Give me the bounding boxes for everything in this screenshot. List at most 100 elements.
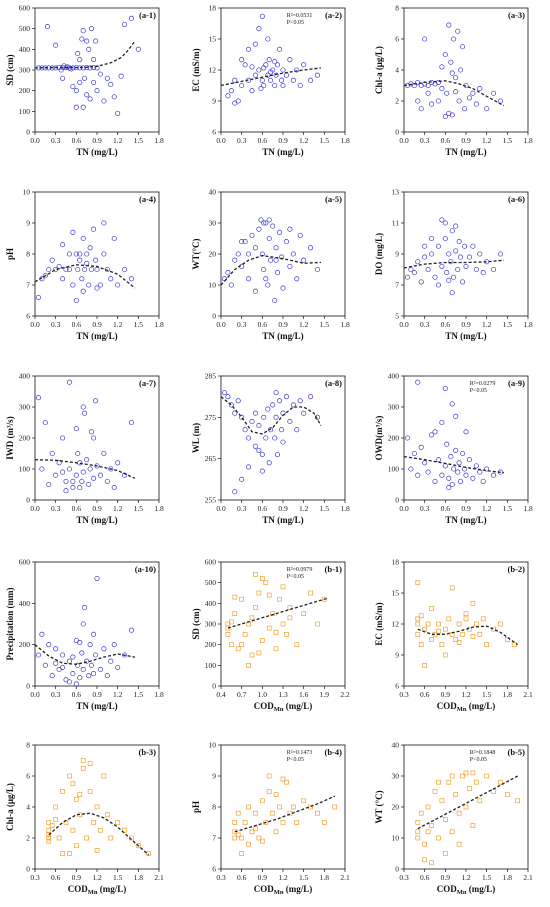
data-point (457, 67, 464, 73)
data-point (273, 72, 279, 78)
data-point (242, 62, 248, 68)
data-point (232, 489, 238, 495)
x-tick-label: 1.5 (482, 873, 492, 882)
data-point (70, 229, 76, 235)
data-point (252, 245, 258, 251)
data-point (477, 86, 483, 92)
data-point (491, 472, 497, 478)
data-point (491, 266, 497, 273)
x-tick-label: 0.9 (441, 690, 451, 699)
trend-line (34, 264, 136, 289)
data-point (60, 276, 66, 282)
y-axis-label: Chl-a (μg/L) (5, 783, 15, 831)
data-point (80, 621, 86, 627)
data-point (415, 580, 421, 586)
data-point (249, 829, 255, 835)
data-point (49, 673, 55, 679)
data-point (290, 804, 296, 810)
chart-panel: 0.0 0.3 0.6 0.9 1.2 1.5 1.8 0 100 200 300 400 500 600… (5, 4, 164, 158)
x-tick-label: 0.4 (216, 690, 226, 699)
x-tick-label: 1.8 (340, 320, 350, 329)
x-tick-label: 2.1 (340, 873, 350, 882)
data-point (77, 792, 83, 797)
data-point (315, 810, 320, 816)
data-point (429, 637, 434, 642)
data-point (35, 652, 41, 658)
chart-panel: 0.0 0.3 0.6 0.9 1.2 1.5 1.8 6 7 8 9 10 (a-4) TN (mg/L… (5, 188, 164, 342)
y-tick-label: 30 (392, 772, 400, 781)
y-tick-label: 15 (209, 35, 217, 44)
data-point (122, 827, 127, 833)
data-point (98, 827, 103, 833)
data-point (266, 217, 272, 223)
data-point (259, 838, 265, 844)
x-tick-label: 0.6 (441, 136, 451, 145)
data-point (270, 223, 276, 229)
data-point (456, 810, 462, 816)
x-tick-label: 0.9 (461, 136, 471, 145)
data-point (111, 485, 117, 491)
data-point (460, 44, 466, 50)
y-tick-label: 100 (19, 465, 31, 474)
data-point (73, 88, 79, 94)
panel-label: (a-10) (135, 564, 156, 574)
y-tick-label: 600 (205, 558, 217, 567)
data-point (436, 835, 441, 841)
data-point (415, 472, 421, 478)
x-tick-label: 1.8 (154, 504, 164, 513)
data-point (259, 576, 265, 581)
data-point (256, 835, 262, 841)
data-point (70, 827, 76, 833)
data-point (94, 88, 100, 94)
data-point (104, 812, 110, 818)
y-tick-label: 20 (392, 803, 400, 812)
x-axis-label: TN (mg/L) (76, 701, 117, 711)
data-point (246, 841, 251, 847)
data-point (128, 419, 134, 426)
data-point (53, 646, 59, 652)
x-tick-label: 0.6 (72, 136, 82, 145)
data-point (273, 389, 279, 396)
data-point (87, 761, 93, 766)
y-tick-label: 6 (26, 312, 30, 321)
x-tick-label: 0.6 (420, 873, 430, 882)
data-point (232, 100, 238, 106)
y-tick-label: 0 (26, 682, 30, 691)
data-point (73, 796, 79, 802)
data-point (249, 418, 255, 425)
data-point (446, 779, 452, 785)
data-point (108, 466, 114, 472)
x-tick-label: 0.9 (92, 320, 102, 329)
data-point (497, 251, 503, 257)
data-point (88, 26, 95, 32)
data-point (261, 82, 267, 89)
data-point (225, 270, 231, 276)
x-tick-label: 0.3 (237, 136, 247, 145)
panel-label: (b-5) (508, 747, 526, 757)
data-point (118, 73, 124, 79)
data-point (56, 263, 62, 269)
data-point (35, 395, 41, 401)
y-tick-label: 0 (395, 496, 399, 505)
data-point (249, 615, 255, 621)
panel-label: (a-3) (508, 10, 525, 20)
data-point (66, 679, 72, 685)
chart-panel: 0.4 0.7 1.0 1.3 1.6 1.9 2.2 0 100 200 300 400 500 600… (191, 558, 350, 714)
data-point (268, 257, 274, 263)
panel-label: (a-6) (508, 194, 525, 204)
data-point (115, 820, 121, 825)
data-point (86, 673, 92, 679)
data-point (73, 251, 79, 257)
data-point (442, 113, 448, 120)
x-tick-label: 0.9 (278, 320, 288, 329)
data-point (263, 276, 269, 282)
data-point (239, 642, 245, 648)
data-point (415, 835, 421, 841)
data-point (256, 423, 262, 429)
data-point (60, 652, 66, 658)
data-point (242, 820, 248, 825)
data-point (225, 93, 231, 99)
data-point (97, 472, 103, 478)
x-tick-label: 0.6 (72, 320, 82, 329)
data-point (246, 276, 252, 282)
